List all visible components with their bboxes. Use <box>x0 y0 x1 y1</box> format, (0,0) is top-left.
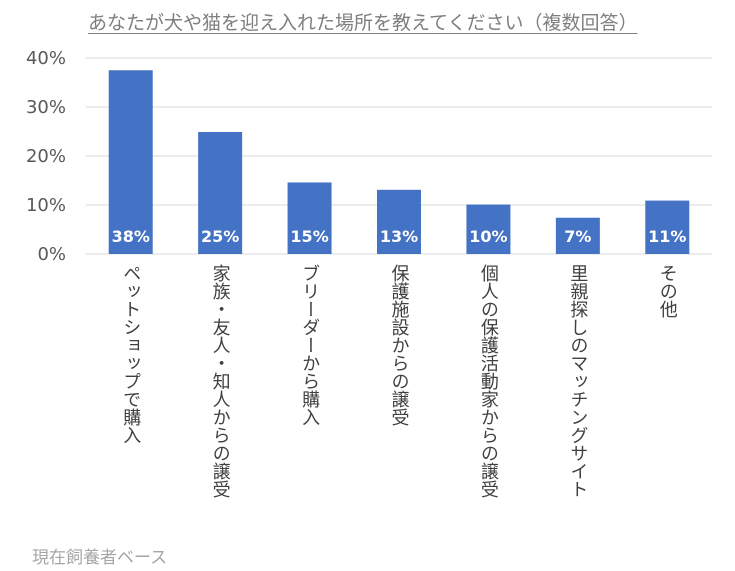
data-label: 15% <box>290 227 328 246</box>
data-label: 38% <box>112 227 150 246</box>
bar <box>287 182 332 254</box>
data-label: 11% <box>648 227 686 246</box>
y-tick-label: 40% <box>26 48 66 69</box>
x-category-label: その他 <box>657 264 678 318</box>
data-label: 7% <box>564 227 591 246</box>
data-label: 25% <box>201 227 239 246</box>
bar <box>377 189 421 254</box>
data-labels: 38% 25% 15% 13% 10% 7% 11% <box>112 227 687 246</box>
bar <box>198 131 243 254</box>
x-axis-categories: ペットショップで購入 家族・友人・知人からの譲受 ブリーダーから購入 保護施設からの譲… <box>120 264 678 498</box>
chart-footnote: 現在飼養者ベース <box>32 548 168 568</box>
bars <box>108 70 690 254</box>
bar <box>108 70 153 254</box>
bar <box>466 204 511 254</box>
x-category-label: ブリーダーから購入 <box>299 264 320 426</box>
y-axis-ticks: 0% 10% 20% 30% 40% <box>26 48 66 265</box>
chart-title: あなたが犬や猫を迎え入れた場所を教えてください（複数回答） <box>88 12 638 34</box>
bar <box>555 217 600 254</box>
data-label: 10% <box>469 227 507 246</box>
y-tick-label: 30% <box>26 97 66 118</box>
x-category-label: 保護施設からの譲受 <box>389 264 410 426</box>
x-category-label: 家族・友人・知人からの譲受 <box>210 264 231 498</box>
x-category-label: ペットショップで購入 <box>120 264 141 444</box>
x-category-label: 個人の保護活動家からの譲受 <box>478 264 499 498</box>
bar <box>645 200 690 254</box>
y-tick-label: 20% <box>26 146 66 167</box>
x-category-label: 里親探しのマッチングサイト <box>567 264 588 498</box>
y-tick-label: 10% <box>26 195 66 216</box>
data-label: 13% <box>380 227 418 246</box>
y-tick-label: 0% <box>37 244 66 265</box>
